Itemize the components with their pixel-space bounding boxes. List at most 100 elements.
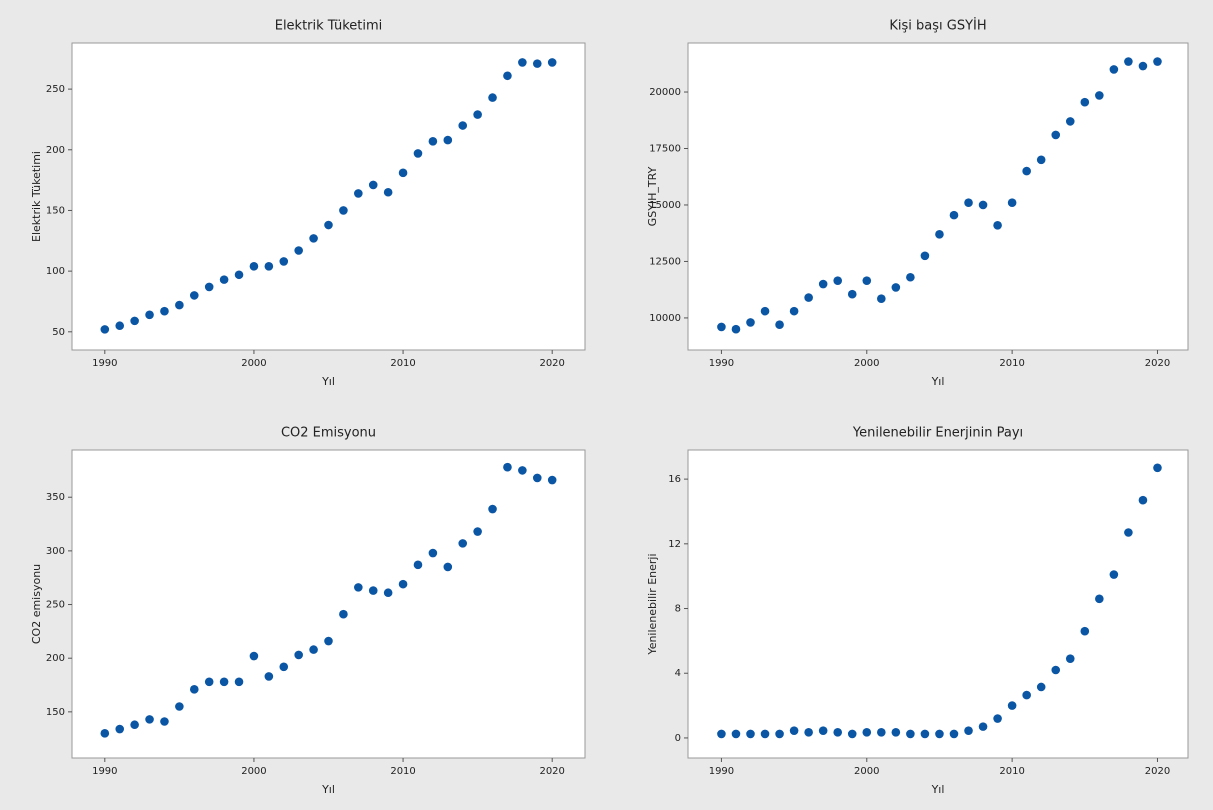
x-tick-label: 2020 xyxy=(539,358,564,369)
x-tick-label: 2010 xyxy=(390,766,415,777)
data-point xyxy=(949,729,959,739)
data-point xyxy=(1109,570,1119,579)
data-point xyxy=(189,685,199,694)
data-point xyxy=(935,729,944,739)
x-tick-label: 2000 xyxy=(854,358,879,369)
data-point xyxy=(249,651,259,661)
x-tick-label: 2000 xyxy=(241,358,266,369)
y-tick-label: 10000 xyxy=(649,313,681,324)
data-point xyxy=(175,702,184,711)
y-tick-label: 20000 xyxy=(649,87,681,98)
y-tick-label: 17500 xyxy=(649,143,681,154)
y-axis-label: GSYIH_TRY xyxy=(646,166,659,226)
data-point xyxy=(891,727,901,737)
y-tick-label: 12500 xyxy=(649,256,681,267)
data-point xyxy=(964,726,973,735)
data-point xyxy=(339,206,348,215)
x-axis-label: Yıl xyxy=(931,783,945,796)
y-tick-label: 200 xyxy=(46,145,65,156)
x-tick-label: 2020 xyxy=(539,766,564,777)
data-point xyxy=(789,726,799,735)
data-point xyxy=(458,539,468,548)
data-point xyxy=(518,466,527,475)
plot-area xyxy=(71,449,586,759)
data-point xyxy=(294,650,303,660)
data-point xyxy=(818,726,828,735)
data-point xyxy=(1007,701,1017,710)
y-tick-label: 250 xyxy=(46,84,65,95)
y-tick-label: 300 xyxy=(46,546,65,557)
x-tick-label: 2020 xyxy=(1145,358,1170,369)
y-tick-label: 16 xyxy=(668,474,681,485)
data-point xyxy=(488,504,497,514)
data-point xyxy=(1051,665,1061,675)
data-point xyxy=(354,189,363,198)
data-point xyxy=(279,662,289,672)
data-point xyxy=(906,272,915,282)
data-point xyxy=(935,230,944,239)
y-tick-label: 200 xyxy=(46,653,65,664)
data-point xyxy=(532,473,542,483)
data-point xyxy=(100,729,110,738)
data-point xyxy=(717,729,726,739)
data-point xyxy=(789,306,799,316)
data-point xyxy=(547,475,557,485)
data-point xyxy=(234,270,244,280)
y-tick-label: 100 xyxy=(46,266,65,277)
data-point xyxy=(503,71,512,81)
y-axis-label: CO2 emisyonu xyxy=(30,564,43,644)
data-point xyxy=(115,724,125,734)
data-point xyxy=(473,527,482,536)
data-point xyxy=(279,257,289,266)
data-point xyxy=(324,220,333,230)
data-point xyxy=(547,58,557,67)
data-point xyxy=(731,324,741,334)
data-point xyxy=(398,168,408,178)
data-point xyxy=(1080,97,1090,107)
x-axis-label: Yıl xyxy=(321,783,335,796)
x-tick-label: 2010 xyxy=(999,766,1024,777)
data-point xyxy=(731,729,741,739)
data-point xyxy=(100,325,110,334)
plot-area xyxy=(687,449,1189,759)
data-point xyxy=(1080,626,1090,636)
data-point xyxy=(964,198,973,208)
data-point xyxy=(1065,654,1075,663)
data-point xyxy=(115,321,125,331)
y-tick-label: 12 xyxy=(668,539,681,550)
data-point xyxy=(264,672,274,681)
y-tick-label: 15000 xyxy=(649,200,681,211)
data-point xyxy=(760,729,770,739)
data-point xyxy=(906,729,915,739)
data-point xyxy=(383,187,393,197)
data-point xyxy=(532,59,542,68)
data-point xyxy=(309,645,318,654)
data-point xyxy=(130,316,139,326)
data-point xyxy=(354,583,363,592)
data-point xyxy=(804,727,813,737)
data-point xyxy=(978,200,988,210)
data-point xyxy=(368,180,378,190)
data-point xyxy=(145,715,154,724)
data-point xyxy=(309,234,318,243)
data-point xyxy=(862,276,872,285)
data-point xyxy=(1036,155,1046,165)
y-tick-label: 150 xyxy=(46,707,65,718)
data-point xyxy=(1095,594,1104,604)
data-point xyxy=(1109,65,1119,74)
plot-area xyxy=(71,42,586,351)
data-point xyxy=(413,149,423,158)
y-tick-label: 8 xyxy=(675,604,681,615)
data-point xyxy=(324,636,333,646)
chart-title: Elektrik Tüketimi xyxy=(275,19,383,34)
x-tick-label: 2010 xyxy=(999,358,1024,369)
data-point xyxy=(503,462,512,472)
data-point xyxy=(717,322,726,332)
data-point xyxy=(993,221,1002,230)
data-point xyxy=(1022,690,1031,700)
data-point xyxy=(1153,463,1162,473)
data-point xyxy=(1036,682,1046,692)
data-point xyxy=(175,300,184,310)
